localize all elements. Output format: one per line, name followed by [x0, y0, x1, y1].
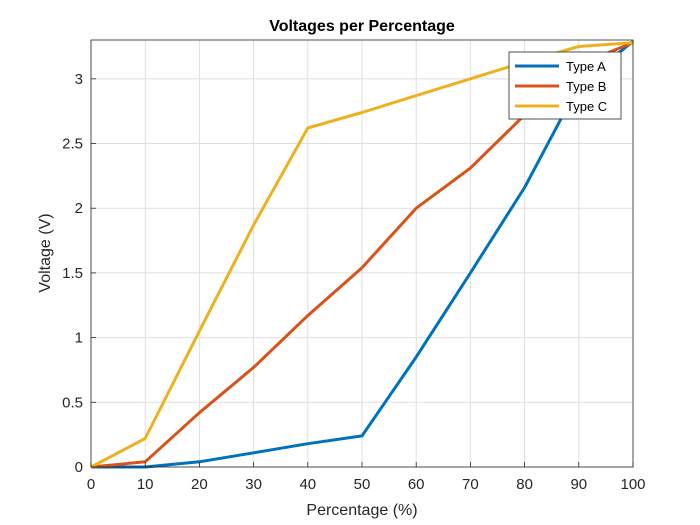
x-tick-label: 60 [408, 476, 425, 493]
y-tick-label: 3 [75, 71, 83, 88]
chart-title: Voltages per Percentage [269, 18, 455, 35]
legend-label-type-b: Type B [566, 79, 606, 94]
legend-label-type-c: Type C [566, 99, 607, 114]
series-line-type-a [91, 40, 634, 469]
axis-ticks: 0 10 20 30 40 50 60 70 80 90 100 0 0.5 1 1.5 2 2.5 3 [62, 71, 645, 493]
legend: Type A Type B Type C [508, 51, 622, 120]
x-tick-label: 0 [87, 476, 95, 493]
y-axis-label: Voltage (V) [37, 213, 54, 292]
y-tick-label: 1.5 [62, 265, 83, 282]
x-tick-label: 10 [137, 476, 154, 493]
x-axis-label: Percentage (%) [306, 502, 417, 519]
y-tick-label: 2.5 [62, 136, 83, 153]
x-tick-label: 40 [299, 476, 316, 493]
y-tick-label: 0 [75, 459, 83, 476]
x-tick-label: 70 [462, 476, 479, 493]
x-tick-label: 90 [570, 476, 587, 493]
legend-label-type-a: Type A [566, 59, 606, 74]
y-tick-label: 0.5 [62, 394, 83, 411]
x-tick-label: 80 [516, 476, 533, 493]
y-tick-label: 2 [75, 200, 83, 217]
x-tick-label: 50 [354, 476, 371, 493]
x-tick-label: 20 [191, 476, 208, 493]
x-tick-label: 100 [620, 476, 645, 493]
x-tick-label: 30 [245, 476, 262, 493]
y-tick-label: 1 [75, 330, 83, 347]
